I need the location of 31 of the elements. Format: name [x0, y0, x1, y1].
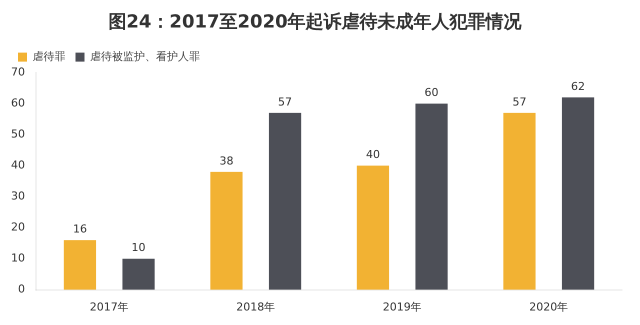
x-tick-label: 2020年: [529, 300, 568, 314]
legend-label: 虐待罪: [32, 50, 66, 63]
y-tick-label: 50: [10, 128, 25, 141]
data-label: 38: [219, 154, 234, 168]
y-tick-label: 40: [10, 158, 25, 172]
bar: [356, 166, 390, 290]
legend-label: 虐待被监护、看护人罪: [90, 50, 200, 63]
data-label: 57: [278, 95, 292, 108]
data-label: 62: [571, 80, 586, 93]
data-label: 40: [366, 148, 380, 162]
y-tick-label: 60: [10, 96, 25, 110]
y-tick-label: 70: [10, 65, 25, 78]
data-label: 60: [424, 86, 439, 99]
y-tick-label: 0: [18, 282, 25, 296]
x-tick-label: 2017年: [90, 300, 129, 314]
bar: [122, 258, 155, 290]
data-label: 10: [132, 241, 146, 254]
y-tick-label: 20: [10, 220, 25, 234]
bar: [503, 112, 536, 290]
bar: [415, 104, 448, 290]
bar: [268, 112, 302, 290]
bar: [210, 172, 243, 290]
x-tick-label: 2019年: [382, 300, 422, 314]
x-tick-label: 2018年: [236, 300, 276, 314]
chart-title: 图24：2017至2020年起诉虐待未成年人犯罪情况: [108, 11, 523, 32]
y-tick-label: 30: [10, 190, 25, 203]
data-label: 16: [72, 222, 87, 236]
bar: [562, 97, 594, 290]
data-label: 57: [512, 95, 526, 108]
y-tick-label: 10: [10, 252, 25, 265]
bar: [64, 240, 96, 290]
